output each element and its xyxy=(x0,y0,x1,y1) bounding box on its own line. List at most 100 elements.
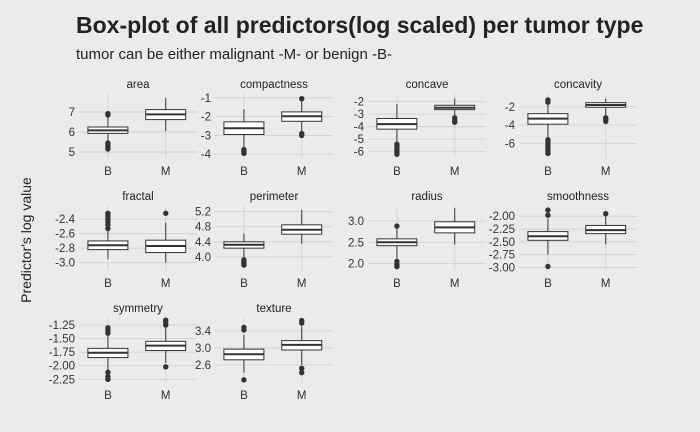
x-tick-label-texture-B: B xyxy=(240,390,248,402)
facet-title-perimeter: perimeter xyxy=(250,191,299,203)
x-tick-label-compactness-M: M xyxy=(297,166,307,178)
x-tick-label-concavity-M: M xyxy=(601,166,611,178)
outlier-point-texture-M xyxy=(299,369,305,376)
y-tick-label-concave: -2 xyxy=(354,97,364,109)
outlier-point-concavity-M xyxy=(603,118,609,125)
x-tick-label-symmetry-B: B xyxy=(104,390,112,402)
x-tick-label-concave-B: B xyxy=(393,166,401,178)
x-tick-label-radius-B: B xyxy=(393,278,401,290)
y-tick-label-texture: 3.4 xyxy=(195,326,212,338)
outlier-point-compactness-M xyxy=(299,96,305,102)
y-tick-label-symmetry: -1.50 xyxy=(49,334,75,346)
y-tick-label-concavity: -4 xyxy=(505,120,516,132)
outlier-point-texture-M xyxy=(299,317,305,324)
y-tick-label-texture: 3.0 xyxy=(195,343,211,355)
x-tick-label-concavity-B: B xyxy=(544,166,552,178)
y-tick-label-perimeter: 5.2 xyxy=(195,207,211,219)
y-tick-label-smoothness: -2.75 xyxy=(489,250,515,262)
outlier-point-fractal-M xyxy=(163,210,169,216)
outlier-point-perimeter-B xyxy=(241,262,247,268)
y-tick-label-area: 6 xyxy=(69,127,75,139)
outlier-point-compactness-B xyxy=(241,150,247,156)
outlier-point-texture-B xyxy=(241,324,247,331)
y-tick-label-compactness: -2 xyxy=(201,112,211,124)
y-tick-label-concavity: -6 xyxy=(505,138,515,150)
outlier-point-radius-B xyxy=(394,263,400,270)
outlier-point-smoothness-M xyxy=(603,210,609,217)
y-tick-label-concave: -4 xyxy=(354,122,365,134)
y-tick-label-symmetry: -2.25 xyxy=(49,374,75,386)
facet-title-compactness: compactness xyxy=(240,79,308,91)
x-tick-label-area-M: M xyxy=(161,166,171,178)
y-tick-label-smoothness: -2.50 xyxy=(489,237,515,249)
outlier-point-compactness-M xyxy=(299,132,305,139)
x-tick-label-perimeter-B: B xyxy=(240,278,248,290)
y-tick-label-fractal: -2.4 xyxy=(55,214,75,226)
x-tick-label-fractal-B: B xyxy=(104,278,112,290)
y-tick-label-fractal: -2.6 xyxy=(55,229,75,241)
y-tick-label-concavity: -2 xyxy=(505,102,515,114)
y-tick-label-perimeter: 4.8 xyxy=(195,222,211,234)
chart-subtitle: tumor can be either malignant -M- or ben… xyxy=(76,46,392,63)
y-tick-label-concave: -5 xyxy=(354,134,364,146)
outlier-point-area-B xyxy=(105,146,111,152)
facet-title-smoothness: smoothness xyxy=(547,191,609,203)
outlier-point-fractal-B xyxy=(105,210,111,216)
chart-title: Box-plot of all predictors(log scaled) p… xyxy=(76,12,644,38)
y-tick-label-smoothness: -2.25 xyxy=(489,224,515,236)
facet-title-radius: radius xyxy=(411,191,443,203)
y-tick-label-symmetry: -1.25 xyxy=(49,320,75,332)
outlier-point-area-B xyxy=(105,110,111,117)
outlier-point-concave-M xyxy=(452,119,458,125)
outlier-point-concavity-B xyxy=(545,97,551,103)
y-tick-label-perimeter: 4.0 xyxy=(195,252,211,264)
y-tick-label-radius: 2.0 xyxy=(348,259,364,271)
y-tick-label-smoothness: -2.00 xyxy=(489,211,515,223)
outlier-point-texture-B xyxy=(241,377,247,383)
outlier-point-concave-B xyxy=(394,151,400,157)
x-tick-label-smoothness-M: M xyxy=(601,278,611,290)
outlier-point-radius-B xyxy=(394,223,400,229)
x-tick-label-smoothness-B: B xyxy=(544,278,552,290)
outlier-point-symmetry-M xyxy=(163,317,169,323)
facet-title-symmetry: symmetry xyxy=(113,303,163,315)
y-tick-label-texture: 2.6 xyxy=(195,360,211,372)
y-tick-label-compactness: -4 xyxy=(201,149,212,161)
outlier-point-smoothness-B xyxy=(545,207,551,213)
x-tick-label-concave-M: M xyxy=(450,166,460,178)
y-tick-label-symmetry: -1.75 xyxy=(49,347,75,359)
y-tick-label-smoothness: -3.00 xyxy=(489,262,515,274)
x-tick-label-fractal-M: M xyxy=(161,278,171,290)
y-tick-label-compactness: -3 xyxy=(201,130,211,142)
outlier-point-symmetry-B xyxy=(105,325,111,331)
x-tick-label-compactness-B: B xyxy=(240,166,248,178)
facet-title-concavity: concavity xyxy=(554,79,602,91)
x-tick-label-symmetry-M: M xyxy=(161,390,171,402)
outlier-point-symmetry-M xyxy=(163,364,169,370)
y-tick-label-radius: 3.0 xyxy=(348,216,364,228)
y-tick-label-fractal: -2.8 xyxy=(55,243,75,255)
outlier-point-texture-M xyxy=(299,365,305,372)
y-tick-label-fractal: -3.0 xyxy=(55,258,75,270)
y-tick-label-radius: 2.5 xyxy=(348,237,364,249)
facet-title-area: area xyxy=(126,79,150,91)
outlier-point-smoothness-B xyxy=(545,263,551,270)
x-tick-label-perimeter-M: M xyxy=(297,278,307,290)
facet-title-fractal: fractal xyxy=(122,191,153,203)
y-tick-label-perimeter: 4.4 xyxy=(195,237,212,249)
x-tick-label-radius-M: M xyxy=(450,278,460,290)
y-tick-label-compactness: -1 xyxy=(201,93,211,105)
y-tick-label-symmetry: -2.00 xyxy=(49,361,75,373)
x-tick-label-area-B: B xyxy=(104,166,112,178)
outlier-point-concavity-B xyxy=(545,150,551,157)
y-tick-label-concave: -6 xyxy=(354,147,364,159)
y-axis-label: Predictor's log value xyxy=(18,177,34,303)
y-tick-label-area: 5 xyxy=(69,147,75,159)
y-tick-label-area: 7 xyxy=(69,107,75,119)
outlier-point-symmetry-B xyxy=(105,369,111,375)
facet-title-concave: concave xyxy=(406,79,449,91)
outlier-point-symmetry-B xyxy=(105,376,111,382)
facet-title-texture: texture xyxy=(256,303,291,315)
outlier-point-smoothness-B xyxy=(545,212,551,218)
